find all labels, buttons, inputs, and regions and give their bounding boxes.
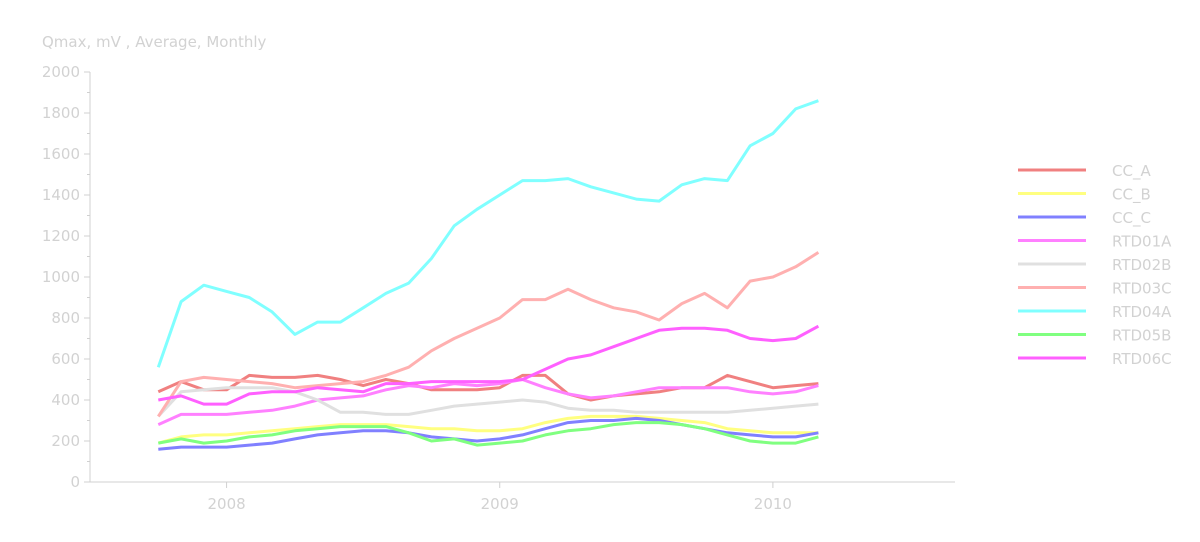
x-tick-label: 2010 — [754, 495, 792, 513]
y-tick-label: 400 — [51, 391, 80, 409]
series-line-rtd03c — [157, 251, 820, 418]
y-tick-label: 600 — [51, 350, 80, 368]
series-layer — [156, 99, 820, 451]
y-tick-label: 1800 — [42, 104, 80, 122]
chart-title: Qmax, mV , Average, Monthly — [42, 33, 267, 51]
y-tick-label: 200 — [51, 432, 80, 450]
series-line-rtd01a — [157, 378, 819, 426]
series-line-rtd05b — [158, 421, 819, 447]
legend-label: CC_B — [1112, 186, 1151, 205]
y-tick-label: 1200 — [42, 227, 80, 245]
series-line-cc_b — [157, 414, 819, 445]
legend-label: CC_A — [1112, 162, 1151, 181]
y-tick-label: 2000 — [42, 63, 80, 81]
legend-label: RTD04A — [1112, 303, 1172, 321]
y-tick-label: 1000 — [42, 268, 80, 286]
x-tick-label: 2009 — [481, 495, 519, 513]
legend-label: RTD02B — [1112, 256, 1171, 274]
x-tick-label: 2008 — [207, 495, 245, 513]
legend-label: RTD01A — [1112, 233, 1172, 251]
y-tick-label: 1600 — [42, 145, 80, 163]
legend-label: RTD06C — [1112, 350, 1172, 368]
legend-label: RTD05B — [1112, 327, 1171, 345]
y-tick-label: 0 — [70, 473, 80, 491]
axes: 0 200 400 600 800 1000 1200 1400 1600 1800 2000 200… — [42, 63, 955, 513]
y-tick-label: 800 — [51, 309, 80, 327]
series-line-rtd04a — [156, 99, 819, 368]
legend-label: RTD03C — [1112, 280, 1172, 298]
series-line-rtd06c — [158, 324, 820, 406]
y-tick-label: 1400 — [42, 186, 80, 204]
legend-label: CC_C — [1112, 209, 1151, 228]
series-line-rtd02b — [157, 386, 819, 418]
legend: CC_A CC_B CC_C RTD01A RTD02B RTD03C RTD04A RTD0… — [1018, 162, 1172, 368]
series-line-cc_a — [157, 373, 819, 402]
